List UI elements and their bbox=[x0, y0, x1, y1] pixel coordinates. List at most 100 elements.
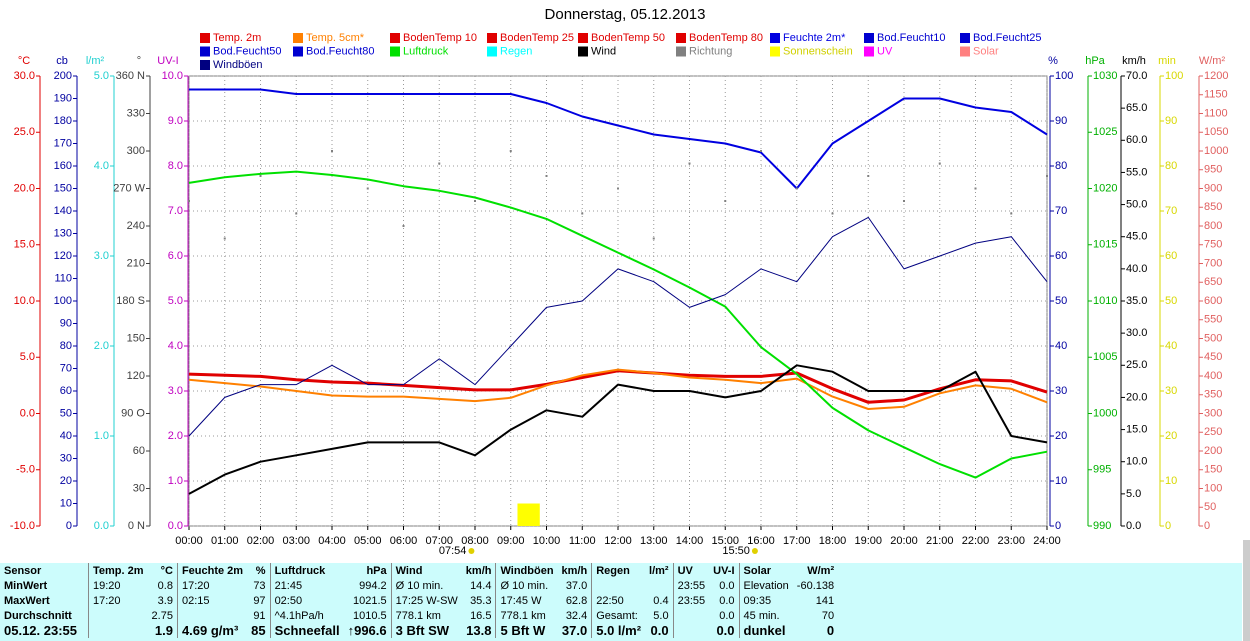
direction-dot bbox=[259, 175, 262, 177]
table-cell: 0.0 bbox=[719, 579, 735, 592]
y-tick-label: 200 bbox=[1204, 445, 1222, 457]
table-cell: Gesamt: bbox=[591, 608, 646, 623]
y-tick-label: 10.0 bbox=[1126, 456, 1147, 468]
table-cell: 4.69 g/m³ bbox=[176, 623, 248, 638]
y-tick-label: 100 bbox=[54, 295, 72, 307]
direction-dot bbox=[545, 175, 548, 177]
table-cell bbox=[672, 623, 710, 638]
x-tick-label: 07:00 bbox=[425, 535, 453, 547]
legend-swatch bbox=[390, 33, 400, 43]
y-tick-label: 40.0 bbox=[1126, 263, 1147, 275]
y-tick-label: 20 bbox=[60, 475, 72, 487]
y-tick-label: 200 bbox=[54, 70, 72, 82]
y-tick-label: 1.0 bbox=[94, 430, 109, 442]
table-cell: 37.0 bbox=[561, 623, 588, 638]
sun-marker bbox=[468, 548, 475, 554]
table-cell: Ø 10 min. bbox=[495, 578, 558, 593]
table-row: Sensor Temp. 2m °C Feuchte 2m% Luftdruck hPa W… bbox=[0, 563, 838, 578]
x-tick-label: 23:00 bbox=[997, 535, 1025, 547]
y-tick-label: 1005 bbox=[1093, 351, 1117, 363]
y-tick-label: -10.0 bbox=[10, 520, 35, 532]
axis-unit: min bbox=[1158, 55, 1176, 67]
y-tick-label: 60 bbox=[133, 445, 145, 457]
legend-label: Bod.Feucht25 bbox=[973, 32, 1042, 44]
x-tick-label: 20:00 bbox=[890, 535, 918, 547]
y-tick-label: 90 O bbox=[121, 407, 145, 419]
y-tick-label: 50 bbox=[1165, 295, 1177, 307]
y-tick-label: 30 bbox=[60, 452, 72, 464]
y-tick-label: 650 bbox=[1204, 276, 1222, 288]
table-cell: 778.1 km bbox=[495, 608, 558, 623]
x-tick-label: 15:00 bbox=[711, 535, 739, 547]
y-tick-label: 55.0 bbox=[1126, 166, 1147, 178]
legend-label: Regen bbox=[500, 45, 532, 57]
y-tick-label: 20 bbox=[1165, 430, 1177, 442]
y-tick-label: 1015 bbox=[1093, 239, 1117, 251]
table-cell: 17:25 W-SW bbox=[390, 593, 462, 608]
y-tick-label: 750 bbox=[1204, 239, 1222, 251]
legend-label: Bod.Feucht80 bbox=[306, 45, 375, 57]
legend-swatch bbox=[487, 46, 497, 57]
y-tick-label: 4.0 bbox=[94, 160, 109, 172]
table-cell: 0.0 bbox=[716, 623, 735, 638]
table-cell: % bbox=[255, 564, 266, 577]
legend-swatch bbox=[487, 33, 497, 43]
x-tick-label: 16:00 bbox=[747, 535, 775, 547]
annotation: 15:50 bbox=[722, 545, 750, 557]
legend-swatch bbox=[770, 33, 780, 43]
y-tick-label: 30.0 bbox=[1126, 327, 1147, 339]
y-tick-label: 150 bbox=[127, 332, 145, 344]
legend-swatch bbox=[578, 33, 588, 43]
direction-dot bbox=[688, 162, 691, 165]
y-tick-label: 90 bbox=[60, 317, 72, 329]
x-tick-label: 10:00 bbox=[533, 535, 561, 547]
table-cell: 0.0 bbox=[650, 623, 669, 638]
y-tick-label: 70 bbox=[60, 362, 72, 374]
y-tick-label: 150 bbox=[1204, 464, 1222, 476]
axis-unit: km/h bbox=[1122, 55, 1146, 67]
y-tick-label: 350 bbox=[1204, 389, 1222, 401]
annotation: 07:54 bbox=[439, 545, 467, 557]
table-cell: W/m² bbox=[807, 564, 835, 577]
y-tick-label: 700 bbox=[1204, 257, 1222, 269]
y-tick-label: 25.0 bbox=[1126, 359, 1147, 371]
legend-swatch bbox=[200, 46, 210, 57]
y-tick-label: 50 bbox=[1055, 295, 1067, 307]
table-cell bbox=[176, 608, 248, 623]
table-cell: dunkel bbox=[738, 623, 793, 638]
summary-table: Sensor Temp. 2m °C Feuchte 2m% Luftdruck hPa W… bbox=[0, 563, 1242, 641]
table-cell: Elevation bbox=[738, 578, 793, 593]
x-tick-label: 12:00 bbox=[604, 535, 632, 547]
table-cell: Feuchte 2m bbox=[176, 563, 248, 578]
y-tick-label: 1000 bbox=[1093, 407, 1117, 419]
y-tick-label: 0.0 bbox=[94, 520, 109, 532]
table-cell: ^4.1hPa/h bbox=[269, 608, 344, 623]
y-tick-label: 45.0 bbox=[1126, 231, 1147, 243]
table-cell: 09:35 bbox=[738, 593, 793, 608]
direction-dot bbox=[581, 212, 584, 215]
legend-swatch bbox=[960, 33, 970, 43]
y-tick-label: 15.0 bbox=[14, 239, 35, 251]
y-tick-label: 60 bbox=[1055, 250, 1067, 262]
legend-swatch bbox=[293, 33, 303, 43]
table-cell: l/m² bbox=[649, 564, 669, 577]
direction-dot bbox=[295, 212, 298, 215]
x-tick-label: 13:00 bbox=[640, 535, 668, 547]
bar bbox=[524, 503, 533, 526]
legend-label: Bod.Feucht10 bbox=[877, 32, 946, 44]
y-tick-label: 60 bbox=[1165, 250, 1177, 262]
bar bbox=[517, 503, 526, 526]
y-tick-label: 550 bbox=[1204, 314, 1222, 326]
series-line bbox=[189, 88, 1048, 190]
table-cell: hPa bbox=[366, 564, 387, 577]
y-tick-label: 500 bbox=[1204, 332, 1222, 344]
table-cell: 5.0 l/m² bbox=[591, 623, 646, 638]
y-tick-label: 10.0 bbox=[14, 295, 35, 307]
y-tick-label: 5.0 bbox=[20, 351, 35, 363]
y-tick-label: 40 bbox=[1055, 340, 1067, 352]
direction-dot bbox=[509, 150, 512, 152]
y-tick-label: 240 bbox=[127, 220, 145, 232]
table-cell: Wind bbox=[390, 563, 462, 578]
x-tick-label: 22:00 bbox=[962, 535, 990, 547]
